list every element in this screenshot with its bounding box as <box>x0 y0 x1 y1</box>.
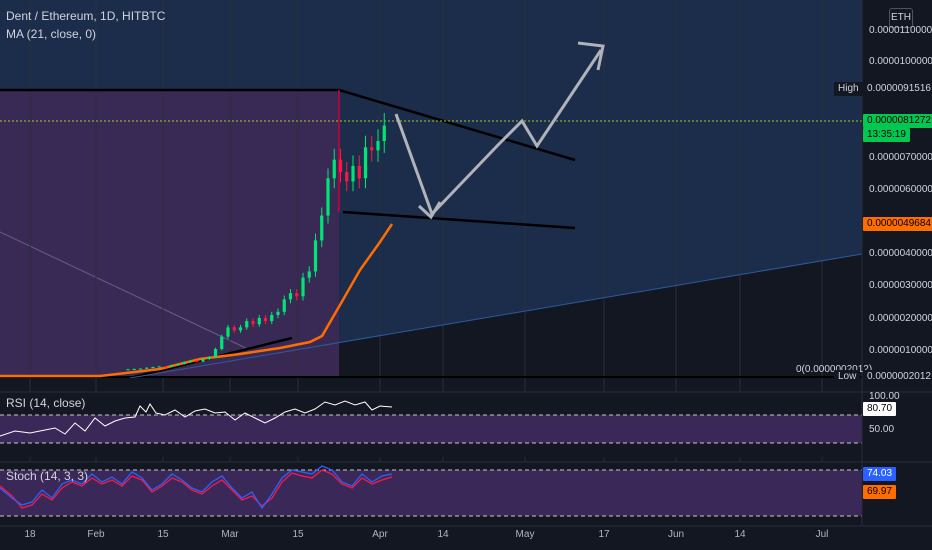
candle-body <box>170 365 174 367</box>
price-tick: 0.0000030000 <box>869 280 932 291</box>
candle-body <box>357 165 361 179</box>
low-label: Low <box>834 370 861 384</box>
candle-body <box>295 293 299 297</box>
pennant-lower-line <box>342 210 576 230</box>
candle-body <box>345 172 349 182</box>
faint-diagonal <box>0 231 251 351</box>
time-tick: 17 <box>598 529 610 540</box>
ma-line <box>0 223 394 378</box>
pennant-upper-line <box>338 88 576 162</box>
rsi-band <box>0 415 862 443</box>
price-tick: 0.0000100000 <box>869 56 932 67</box>
projection-arrow <box>394 49 603 217</box>
candle-body <box>326 178 330 216</box>
stoch-d-line <box>0 469 393 509</box>
ma-indicator-label[interactable]: MA (21, close, 0) <box>6 27 97 41</box>
time-tick: 18 <box>24 529 36 540</box>
candle-body <box>332 159 336 179</box>
candle-body <box>370 147 374 151</box>
candle-body <box>307 271 311 278</box>
rsi-line <box>0 400 393 437</box>
candle-body <box>213 349 218 358</box>
time-tick: 15 <box>292 529 304 540</box>
candle-body <box>132 368 136 370</box>
stoch-title[interactable]: Stoch (14, 3, 3) <box>6 469 89 483</box>
candle-body <box>282 299 286 312</box>
price-tick: 0.0000060000 <box>869 184 932 195</box>
candle-body <box>251 321 255 325</box>
candle-body <box>220 336 224 350</box>
candle-body <box>376 141 380 151</box>
stoch-k-line <box>0 465 393 510</box>
candle-body <box>320 215 324 241</box>
currency-label[interactable]: ETH <box>889 8 913 28</box>
rsi-value-tag: 80.70 <box>863 402 897 416</box>
candle-body <box>151 367 155 369</box>
stoch-band <box>0 470 862 516</box>
price-tick: 0.0000040000 <box>869 248 932 259</box>
low-value: 0.0000002012 <box>863 370 932 384</box>
rsi-tick: 100.00 <box>869 391 900 402</box>
candle-body <box>201 358 205 362</box>
time-tick: 14 <box>734 529 746 540</box>
price-tick: 0.0000020000 <box>869 313 932 324</box>
candle-body <box>207 357 211 359</box>
candle-body <box>363 147 368 179</box>
last-price-tag: 0.0000081272 <box>863 114 932 128</box>
slanted-trend-line <box>129 253 863 379</box>
candle-body <box>351 165 355 182</box>
candle-body <box>226 327 230 337</box>
candle-body <box>232 327 236 331</box>
candle-body <box>338 159 343 173</box>
candle-body <box>270 314 274 322</box>
candle-body <box>288 293 293 300</box>
time-tick: Mar <box>221 529 239 540</box>
countdown-tag: 13:35:19 <box>863 128 910 142</box>
time-tick: May <box>515 529 535 540</box>
candle-body <box>245 321 249 328</box>
ma-value-tag: 0.0000049684 <box>863 217 932 231</box>
price-tick: 0.0000110000 <box>869 25 932 36</box>
candle-body <box>195 360 199 362</box>
candle-body <box>182 362 186 364</box>
candle-body <box>276 311 280 315</box>
purple-zone <box>0 90 339 378</box>
candle-body <box>176 363 180 366</box>
candle-body <box>157 366 161 368</box>
time-tick: Feb <box>87 529 105 540</box>
price-tick: 0.0000010000 <box>869 345 932 356</box>
projection-arrow-head <box>577 41 605 71</box>
stoch-d-tag: 69.97 <box>863 485 897 499</box>
high-label: High <box>834 82 863 96</box>
candle-body <box>126 369 130 371</box>
candle-body <box>188 360 193 363</box>
candle-body <box>163 366 168 368</box>
projection-arrow-tip <box>417 201 442 220</box>
candle-body <box>313 240 318 272</box>
time-tick: 14 <box>437 529 449 540</box>
candle-body <box>138 368 143 370</box>
candle-body <box>301 277 305 297</box>
stoch-k-tag: 74.03 <box>863 467 897 481</box>
candle-body <box>238 327 243 331</box>
candle-body <box>145 367 149 369</box>
time-tick: Jul <box>815 529 829 540</box>
time-tick: Jun <box>667 529 685 540</box>
price-tick: 0.0000070000 <box>869 152 932 163</box>
candle-body <box>257 318 261 325</box>
time-tick: Apr <box>372 529 388 540</box>
candlesticks <box>126 112 386 371</box>
candle-body <box>263 318 268 322</box>
high-value: 0.0000091516 <box>863 82 932 96</box>
rsi-tick: 50.00 <box>869 424 895 435</box>
chart-title[interactable]: Dent / Ethereum, 1D, HITBTC <box>6 9 166 23</box>
candle-body <box>382 125 386 142</box>
rsi-title[interactable]: RSI (14, close) <box>6 396 86 410</box>
low-line-label: 0(0.0000002012) <box>792 363 876 377</box>
time-tick: 15 <box>157 529 169 540</box>
